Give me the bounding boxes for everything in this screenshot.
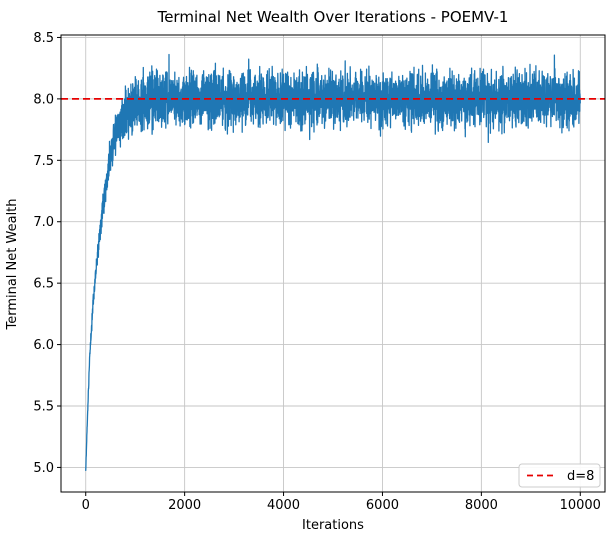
legend-label: d=8 [567, 469, 594, 484]
tick-marks-layer [57, 36, 581, 496]
y-tick-label: 8.5 [33, 31, 54, 46]
series-line-layer [85, 53, 581, 471]
x-tick-label: 0 [82, 498, 90, 513]
y-tick-label: 8.0 [33, 92, 54, 107]
axes-spines [60, 34, 606, 493]
y-tick-label: 5.0 [33, 461, 54, 476]
y-axis-label: Terminal Net Wealth [5, 198, 20, 330]
y-tick-label: 5.5 [33, 400, 54, 415]
chart-title: Terminal Net Wealth Over Iterations - PO… [157, 8, 509, 26]
series-terminal-net-wealth [85, 53, 581, 471]
x-tick-label: 8000 [465, 498, 498, 513]
y-tick-label: 7.5 [33, 154, 54, 169]
legend-box [518, 463, 601, 488]
y-tick-label: 6.0 [33, 338, 54, 353]
x-tick-label: 6000 [366, 498, 399, 513]
legend: d=8 [518, 463, 601, 488]
y-tick-label: 6.5 [33, 277, 54, 292]
x-tick-label: 2000 [168, 498, 201, 513]
x-tick-label: 10000 [560, 498, 601, 513]
y-tick-label: 7.0 [33, 215, 54, 230]
x-axis-label: Iterations [302, 518, 364, 533]
plot-border [60, 34, 606, 493]
tick-labels-layer: 0 2000 4000 6000 8000 10000 5.0 5.5 6.0 6.5 7.0 7.5… [33, 31, 601, 513]
x-tick-label: 4000 [267, 498, 300, 513]
